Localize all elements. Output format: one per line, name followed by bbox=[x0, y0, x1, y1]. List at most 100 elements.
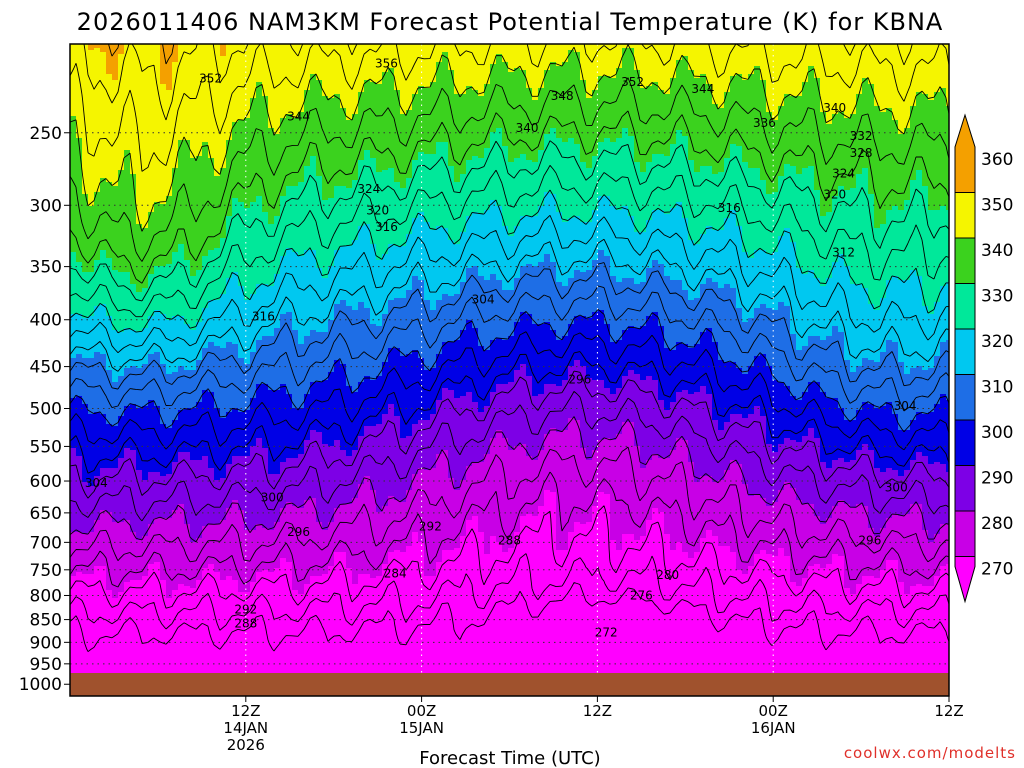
contour-band-segment bbox=[934, 302, 941, 357]
contour-band-segment bbox=[778, 44, 785, 107]
contour-band-segment bbox=[334, 508, 341, 553]
contour-band-segment bbox=[820, 462, 827, 525]
contour-band-segment bbox=[220, 56, 227, 169]
contour-band-segment bbox=[622, 534, 629, 696]
contour-band-segment bbox=[94, 260, 101, 307]
contour-band-segment bbox=[946, 564, 949, 696]
contour-band-segment bbox=[892, 414, 899, 471]
contour-band-segment bbox=[124, 368, 131, 407]
contour-band-segment bbox=[850, 114, 857, 189]
colorbar-swatch bbox=[954, 465, 976, 512]
colorbar-swatch bbox=[954, 510, 976, 557]
contour-band-segment bbox=[556, 282, 563, 341]
contour-band-segment bbox=[532, 266, 539, 325]
contour-band-segment bbox=[868, 44, 875, 85]
contour-band-segment bbox=[742, 418, 749, 485]
contour-band-segment bbox=[124, 272, 131, 329]
contour-band-segment bbox=[226, 278, 233, 343]
contour-band-segment bbox=[760, 80, 767, 181]
colorbar-swatch bbox=[954, 328, 976, 375]
x-tick-label: 2026 bbox=[227, 736, 265, 754]
contour-band-segment bbox=[706, 476, 713, 531]
contour-band-segment bbox=[334, 44, 341, 95]
contour-band-segment bbox=[328, 320, 335, 373]
contour-band-segment bbox=[916, 584, 923, 696]
contour-band-segment bbox=[706, 44, 713, 85]
contour-band-segment bbox=[856, 410, 863, 451]
contour-band-segment bbox=[478, 158, 485, 215]
contour-band-segment bbox=[484, 44, 491, 85]
contour-band-segment bbox=[184, 524, 191, 587]
contour-band-segment bbox=[508, 162, 515, 237]
contour-band-segment bbox=[544, 192, 551, 255]
contour-band-segment bbox=[874, 536, 881, 579]
contour-band-segment bbox=[778, 490, 785, 549]
contour-band-segment bbox=[118, 376, 125, 417]
contour-band-segment bbox=[826, 278, 833, 337]
contour-label: 340 bbox=[516, 121, 539, 135]
contour-band-segment bbox=[292, 330, 299, 409]
contour-band-segment bbox=[658, 326, 665, 401]
x-tick-label: 15JAN bbox=[399, 719, 444, 737]
contour-label: 300 bbox=[261, 490, 284, 504]
contour-band-segment bbox=[790, 44, 797, 97]
contour-band-segment bbox=[472, 156, 479, 213]
contour-band-segment bbox=[760, 498, 767, 551]
contour-band-segment bbox=[268, 128, 275, 225]
contour-band-segment bbox=[310, 74, 317, 157]
contour-band-segment bbox=[178, 316, 185, 367]
contour-band-segment bbox=[826, 336, 833, 399]
contour-band-segment bbox=[904, 430, 911, 471]
contour-band-segment bbox=[412, 424, 419, 475]
contour-band-segment bbox=[130, 44, 137, 175]
contour-band-segment bbox=[736, 464, 743, 571]
contour-band-segment bbox=[238, 456, 245, 511]
isentrope-276 bbox=[70, 446, 949, 563]
contour-band-segment bbox=[580, 366, 587, 449]
contour-band-segment bbox=[844, 360, 851, 421]
contour-band-segment bbox=[364, 376, 371, 427]
contour-band-segment bbox=[430, 44, 437, 83]
contour-band-segment bbox=[118, 332, 125, 377]
contour-band-segment bbox=[346, 306, 353, 387]
contour-band-segment bbox=[748, 168, 755, 259]
contour-band-segment bbox=[820, 216, 827, 287]
contour-band-segment bbox=[568, 50, 575, 139]
x-tick-label: 16JAN bbox=[751, 719, 796, 737]
contour-band-segment bbox=[400, 438, 407, 503]
contour-band-segment bbox=[268, 336, 275, 391]
contour-band-segment bbox=[286, 186, 293, 249]
contour-band-segment bbox=[496, 430, 503, 543]
contour-band-segment bbox=[232, 344, 239, 409]
contour-band-segment bbox=[838, 254, 845, 333]
contour-band-segment bbox=[604, 44, 611, 77]
contour-band-segment bbox=[808, 66, 815, 167]
contour-band-segment bbox=[772, 380, 779, 453]
contour-band-segment bbox=[490, 536, 497, 696]
contour-band-segment bbox=[334, 552, 341, 696]
contour-band-segment bbox=[304, 44, 311, 91]
contour-band-segment bbox=[724, 218, 731, 285]
contour-band-segment bbox=[340, 44, 347, 109]
contour-band-segment bbox=[448, 44, 455, 71]
contour-band-segment bbox=[88, 44, 95, 51]
contour-band-segment bbox=[190, 408, 197, 461]
contour-band-segment bbox=[424, 576, 431, 696]
contour-band-segment bbox=[808, 504, 815, 567]
contour-band-segment bbox=[94, 520, 101, 567]
contour-band-segment bbox=[646, 86, 653, 163]
contour-band-segment bbox=[862, 358, 869, 403]
contour-band-segment bbox=[310, 430, 317, 499]
contour-band-segment bbox=[112, 44, 119, 81]
contour-band-segment bbox=[862, 402, 869, 445]
contour-band-segment bbox=[826, 518, 833, 565]
contour-band-segment bbox=[382, 362, 389, 415]
contour-band-segment bbox=[274, 568, 281, 696]
contour-band-segment bbox=[316, 44, 323, 81]
contour-band-segment bbox=[274, 134, 281, 217]
contour-band-segment bbox=[208, 524, 215, 565]
contour-band-segment bbox=[238, 592, 245, 696]
contour-band-segment bbox=[280, 118, 287, 197]
contour-band-segment bbox=[694, 172, 701, 245]
